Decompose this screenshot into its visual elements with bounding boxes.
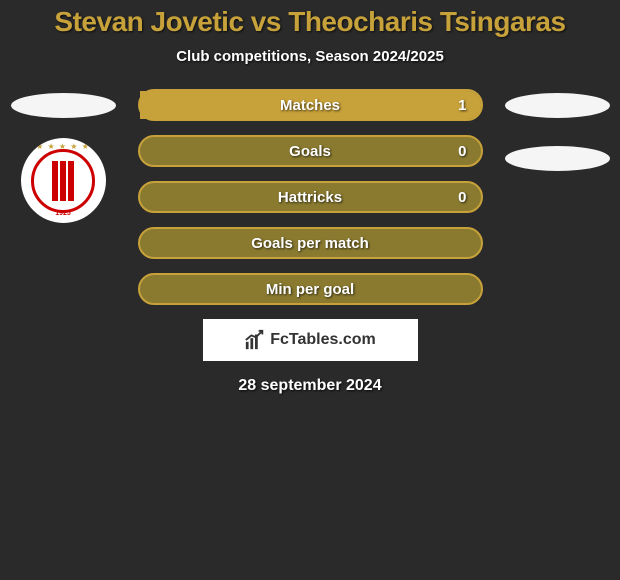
stat-label: Goals: [289, 143, 331, 160]
stat-row: Goals per match: [138, 227, 483, 259]
subtitle: Club competitions, Season 2024/2025: [0, 48, 620, 65]
stat-label: Min per goal: [266, 281, 354, 298]
attribution-text: FcTables.com: [270, 331, 376, 349]
date-label: 28 september 2024: [0, 377, 620, 395]
club-badge-left: ★ ★ ★ ★ ★ 1925: [21, 138, 106, 223]
chart-icon: [244, 329, 266, 351]
stat-value-right: 0: [458, 143, 466, 160]
stat-value-right: 1: [458, 97, 466, 114]
stat-row: Min per goal: [138, 273, 483, 305]
player-right-column: [502, 89, 612, 171]
club-year: 1925: [55, 210, 71, 217]
stat-value-right: 0: [458, 189, 466, 206]
content: ★ ★ ★ ★ ★ 1925 Matches1Goals0Hattricks0G…: [0, 89, 620, 305]
player-left-column: ★ ★ ★ ★ ★ 1925: [8, 89, 118, 223]
comparison-widget: Stevan Jovetic vs Theocharis Tsingaras C…: [0, 0, 620, 580]
page-title: Stevan Jovetic vs Theocharis Tsingaras: [0, 0, 620, 38]
club-flag-right: [505, 146, 610, 171]
stat-row: Matches 1: [138, 89, 483, 121]
stats-column: Matches 1 Goals 0 Hattricks 0 Goals per match M…: [138, 89, 483, 305]
club-inner: [31, 149, 95, 213]
attribution-box[interactable]: FcTables.com: [203, 319, 418, 361]
country-flag-left: [11, 93, 116, 118]
country-flag-right: [505, 93, 610, 118]
stat-row: Goals 0: [138, 135, 483, 167]
stat-label: Matches: [280, 97, 340, 114]
stat-label: Hattricks: [278, 189, 342, 206]
stat-row: Hattricks 0: [138, 181, 483, 213]
stat-label: Goals per match: [251, 235, 369, 252]
